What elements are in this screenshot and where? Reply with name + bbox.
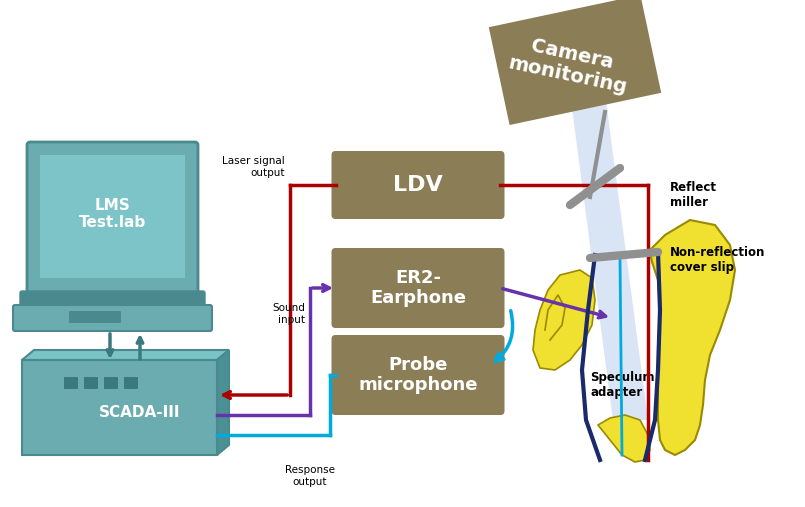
- FancyBboxPatch shape: [40, 155, 185, 278]
- FancyBboxPatch shape: [84, 377, 98, 389]
- Text: ER2-
Earphone: ER2- Earphone: [370, 269, 466, 307]
- Polygon shape: [217, 350, 229, 455]
- Polygon shape: [22, 350, 229, 360]
- FancyBboxPatch shape: [332, 335, 505, 415]
- Text: Sound
input: Sound input: [272, 303, 305, 324]
- Polygon shape: [650, 220, 735, 455]
- Text: Reflect
miller: Reflect miller: [670, 181, 717, 209]
- FancyBboxPatch shape: [64, 377, 78, 389]
- FancyBboxPatch shape: [69, 311, 121, 323]
- Polygon shape: [533, 270, 595, 370]
- Polygon shape: [489, 0, 661, 125]
- FancyBboxPatch shape: [124, 377, 138, 389]
- Polygon shape: [598, 415, 650, 462]
- Polygon shape: [565, 55, 648, 420]
- Text: Non-reflection
cover slip: Non-reflection cover slip: [670, 246, 766, 274]
- FancyBboxPatch shape: [22, 360, 217, 455]
- Text: LDV: LDV: [393, 175, 443, 195]
- FancyBboxPatch shape: [13, 305, 212, 331]
- Text: Laser signal
output: Laser signal output: [222, 156, 285, 178]
- FancyBboxPatch shape: [332, 248, 505, 328]
- Text: Response
output: Response output: [285, 465, 335, 487]
- Text: Camera
monitoring: Camera monitoring: [506, 32, 634, 98]
- FancyBboxPatch shape: [104, 377, 118, 389]
- Text: Speculum
adapter: Speculum adapter: [590, 371, 654, 399]
- FancyBboxPatch shape: [20, 291, 205, 309]
- Text: LMS
Test.lab: LMS Test.lab: [79, 198, 147, 230]
- Text: SCADA-III: SCADA-III: [99, 405, 180, 420]
- FancyBboxPatch shape: [27, 142, 198, 296]
- FancyBboxPatch shape: [332, 151, 505, 219]
- Text: Probe
microphone: Probe microphone: [358, 355, 477, 394]
